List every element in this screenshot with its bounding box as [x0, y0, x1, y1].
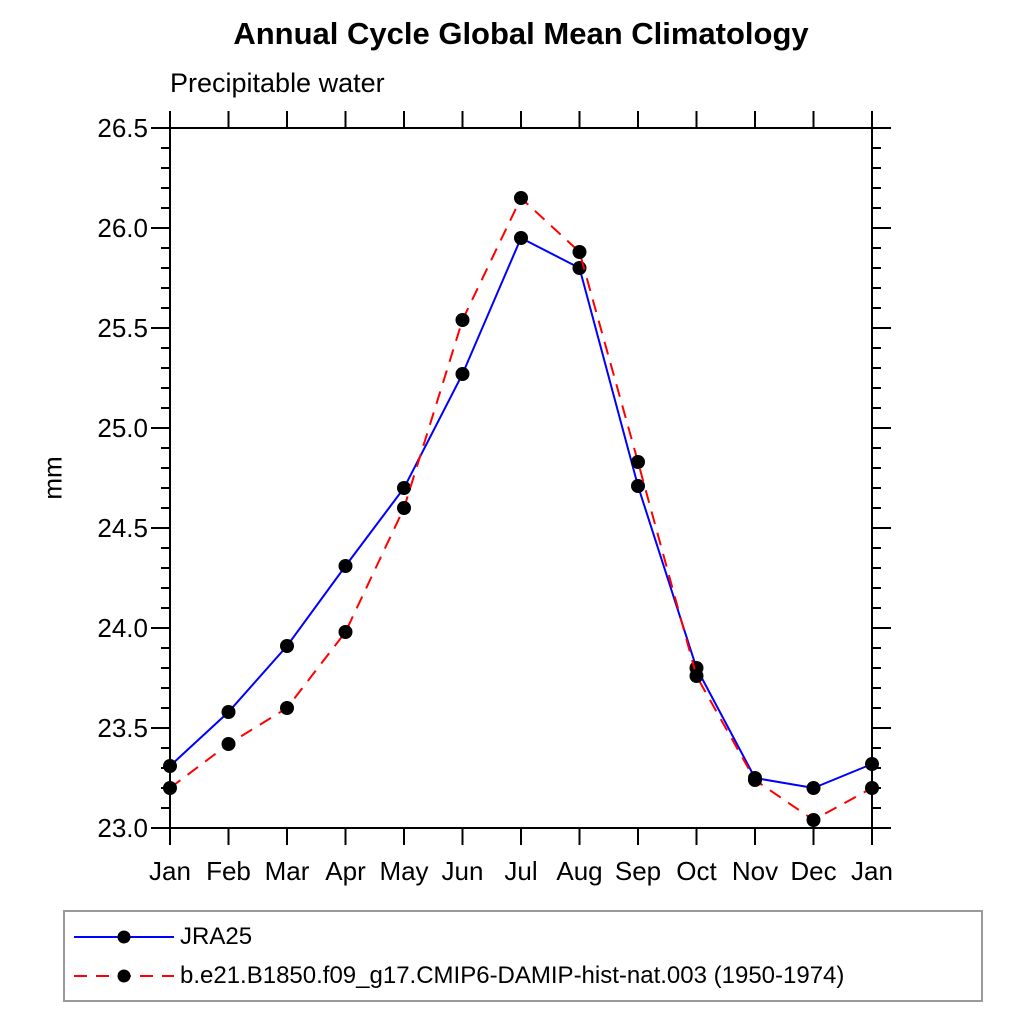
y-tick-label: 23.0	[97, 813, 148, 843]
y-tick-label: 25.5	[97, 313, 148, 343]
y-tick-label: 24.5	[97, 513, 148, 543]
series-line-1	[169, 196, 873, 822]
x-tick-label: Aug	[556, 856, 603, 886]
legend-marker-dot	[117, 969, 131, 982]
chart-title: Annual Cycle Global Mean Climatology	[233, 16, 809, 51]
data-point-marker	[806, 781, 821, 795]
legend: JRA25 b.e21.B1850.f09_g17.CMIP6-DAMIP-his…	[63, 910, 983, 1002]
legend-line-sample-solid	[74, 930, 174, 943]
data-point-marker	[280, 701, 294, 715]
data-point-marker	[397, 481, 411, 495]
data-point-marker	[338, 559, 353, 573]
y-tick-label: 23.5	[97, 713, 148, 743]
data-point-marker	[221, 737, 236, 751]
data-point-marker	[514, 191, 528, 205]
data-point-marker	[631, 455, 645, 469]
x-tick-label: Sep	[614, 856, 662, 886]
data-point-marker	[455, 313, 470, 327]
data-point-marker	[338, 625, 353, 639]
legend-item: b.e21.B1850.f09_g17.CMIP6-DAMIP-hist-nat…	[72, 961, 981, 989]
x-tick-label: Oct	[676, 856, 717, 886]
data-point-marker	[806, 813, 821, 827]
y-tick-label: 26.0	[97, 213, 148, 243]
data-point-marker	[865, 757, 879, 771]
data-point-marker	[689, 669, 704, 683]
data-point-marker	[280, 639, 294, 653]
x-tick-label: Mar	[264, 856, 310, 886]
data-point-marker	[572, 245, 587, 259]
data-point-marker	[514, 231, 528, 245]
series-line-0	[169, 236, 873, 790]
legend-item: JRA25	[72, 922, 981, 950]
y-tick-label: 24.0	[97, 613, 148, 643]
legend-label: b.e21.B1850.f09_g17.CMIP6-DAMIP-hist-nat…	[180, 961, 845, 989]
y-tick-label: 26.5	[97, 113, 148, 143]
x-tick-label: Dec	[790, 856, 837, 886]
data-point-marker	[221, 705, 236, 719]
chart-subtitle: Precipitable water	[170, 68, 385, 98]
data-point-marker	[865, 781, 879, 795]
x-tick-label: Nov	[731, 856, 779, 886]
x-tick-label: May	[379, 856, 429, 886]
legend-line-sample-dashed	[74, 969, 174, 982]
legend-label: JRA25	[180, 922, 253, 950]
data-point-marker	[163, 759, 177, 773]
x-tick-label: Feb	[206, 856, 251, 886]
data-point-marker	[163, 781, 177, 795]
legend-marker-dot	[117, 930, 131, 943]
x-tick-label: Apr	[325, 856, 366, 886]
y-tick-label: 25.0	[97, 413, 148, 443]
data-point-marker	[748, 773, 762, 787]
data-point-marker	[397, 501, 411, 515]
x-tick-label: Jan	[149, 856, 191, 886]
x-tick-label: Jul	[504, 856, 538, 886]
x-tick-label: Jun	[441, 856, 484, 886]
x-tick-label: Jan	[851, 856, 893, 886]
data-point-marker	[455, 367, 470, 381]
data-point-marker	[631, 479, 645, 493]
